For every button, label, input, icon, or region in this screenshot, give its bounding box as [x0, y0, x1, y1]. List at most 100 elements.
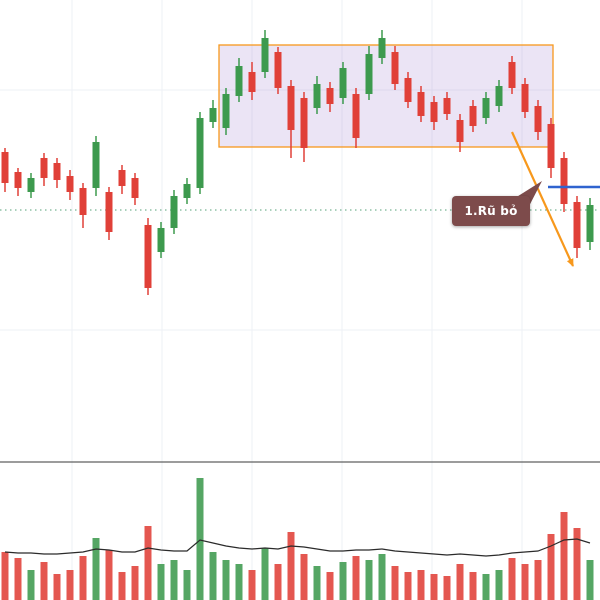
candle-body — [79, 188, 87, 215]
volume-bar — [105, 550, 113, 600]
volume-bar — [313, 566, 321, 600]
volume-bar — [209, 552, 217, 600]
volume-bar — [66, 570, 74, 600]
candle-body — [560, 158, 568, 204]
candle-body — [469, 106, 477, 126]
volume-bar — [456, 564, 464, 600]
volume-bar — [430, 574, 438, 600]
candle-body — [534, 106, 542, 132]
volume-bar — [27, 570, 35, 600]
candle-body — [352, 94, 360, 138]
candle-body — [443, 98, 451, 114]
volume-bar — [573, 528, 581, 600]
volume-bar — [157, 564, 165, 600]
candle-body — [170, 196, 178, 228]
accumulation-range-box[interactable] — [218, 44, 554, 148]
candle-body — [521, 84, 529, 112]
volume-bar — [495, 570, 503, 600]
volume-bar — [482, 574, 490, 600]
candle-body — [365, 54, 373, 94]
candle-body — [339, 68, 347, 98]
candle-body — [391, 52, 399, 84]
volume-bar — [248, 570, 256, 600]
volume-bar — [391, 566, 399, 600]
candle-body — [27, 178, 35, 192]
candle-body — [573, 202, 581, 248]
candle-body — [456, 120, 464, 142]
candle-body — [547, 124, 555, 168]
volume-bar — [417, 570, 425, 600]
volume-bar — [40, 562, 48, 600]
volume-bar — [378, 554, 386, 600]
candle-body — [144, 225, 152, 288]
volume-bar — [235, 564, 243, 600]
candle-body — [40, 158, 48, 178]
candles-layer — [1, 30, 594, 295]
candle-body — [66, 176, 74, 192]
volume-bar — [1, 552, 9, 600]
shakeout-callout-label: 1.Rũ bỏ — [464, 204, 518, 218]
candle-body — [183, 184, 191, 198]
volume-bar — [144, 526, 152, 600]
candle-body — [326, 88, 334, 104]
candle-body — [105, 192, 113, 232]
volume-bar — [508, 558, 516, 600]
candle-body — [586, 205, 594, 242]
volume-bar — [534, 560, 542, 600]
volume-bar — [352, 556, 360, 600]
volume-bar — [92, 538, 100, 600]
candle-body — [92, 142, 100, 188]
candle-body — [1, 152, 9, 183]
volume-layer — [1, 478, 594, 600]
volume-bar — [300, 554, 308, 600]
candle-body — [378, 38, 386, 58]
volume-bar — [365, 560, 373, 600]
volume-bar — [560, 512, 568, 600]
candle-body — [404, 78, 412, 102]
volume-bar — [326, 572, 334, 600]
candle-body — [53, 163, 61, 180]
candle-body — [235, 66, 243, 96]
volume-bar — [79, 556, 87, 600]
candle-body — [313, 84, 321, 108]
volume-bar — [222, 560, 230, 600]
volume-bar — [586, 560, 594, 600]
volume-bar — [469, 572, 477, 600]
volume-bar — [274, 564, 282, 600]
volume-bar — [170, 560, 178, 600]
volume-bar — [53, 574, 61, 600]
shakeout-arrow[interactable] — [510, 131, 575, 267]
candle-body — [482, 98, 490, 118]
volume-bar — [339, 562, 347, 600]
candle-body — [261, 38, 269, 72]
candle-body — [14, 172, 22, 188]
candle-body — [118, 170, 126, 186]
candle-body — [417, 92, 425, 116]
candle-body — [287, 86, 295, 130]
candle-body — [508, 62, 516, 88]
candle-body — [222, 94, 230, 128]
shakeout-callout[interactable]: 1.Rũ bỏ — [452, 196, 530, 226]
candle-body — [196, 118, 204, 188]
candle-body — [300, 98, 308, 148]
volume-bar — [404, 572, 412, 600]
candle-body — [131, 178, 139, 198]
volume-bar — [547, 534, 555, 600]
volume-bar — [14, 558, 22, 600]
volume-bar — [183, 570, 191, 600]
volume-bar — [131, 566, 139, 600]
volume-bar — [521, 564, 529, 600]
candle-body — [248, 72, 256, 92]
candle-body — [430, 102, 438, 122]
candle-body — [157, 228, 165, 252]
volume-bar — [261, 548, 269, 600]
candle-body — [274, 52, 282, 88]
volume-bar — [287, 532, 295, 600]
volume-bar — [196, 478, 204, 600]
volume-bar — [118, 572, 126, 600]
volume-ma-line — [4, 538, 591, 557]
volume-bar — [443, 576, 451, 600]
candle-body — [495, 86, 503, 106]
